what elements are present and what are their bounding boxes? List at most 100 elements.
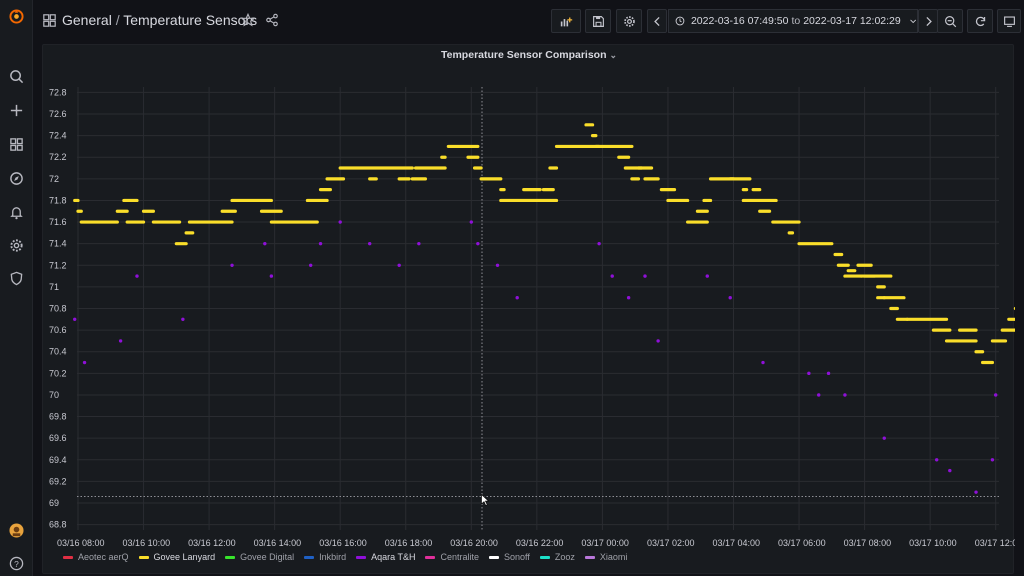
plus-icon[interactable] — [8, 102, 25, 119]
add-panel-button[interactable] — [551, 9, 581, 33]
x-tick-label: 03/16 14:00 — [254, 538, 302, 548]
y-tick-label: 69.8 — [49, 412, 67, 422]
x-tick-label: 03/17 06:00 — [778, 538, 826, 548]
zoom-out-button[interactable] — [937, 9, 963, 33]
mouse-cursor-icon — [481, 494, 489, 506]
legend-swatch — [489, 555, 500, 559]
aqara-point — [73, 317, 77, 322]
y-tick-label: 71.6 — [49, 217, 67, 227]
legend-label: Aeotec aerQ — [78, 552, 129, 562]
aqara-point — [974, 490, 978, 494]
y-tick-label: 70.4 — [49, 347, 67, 357]
legend-item[interactable]: Sonoff — [489, 552, 530, 562]
legend-item[interactable]: Aqara T&H — [356, 552, 415, 562]
aqara-point — [728, 295, 732, 300]
time-shift-forward-button[interactable] — [918, 9, 938, 33]
aqara-point — [417, 241, 421, 246]
shield-icon[interactable] — [8, 270, 25, 287]
time-shift-back-button[interactable] — [647, 9, 667, 33]
scatter-chart[interactable]: 72.8 72.6 72.4 72.2 72 71.8 71.6 71.4 71.2 71 70.8… — [43, 45, 1015, 575]
legend-item[interactable]: Xiaomi — [584, 552, 627, 562]
aqara-point — [643, 274, 647, 278]
add-panel-icon — [560, 16, 572, 26]
aqara-point — [338, 220, 342, 224]
panel-menu-chevron: ⌄ — [609, 50, 617, 60]
aqara-point — [118, 339, 123, 343]
legend-label: Centralite — [440, 552, 480, 562]
save-icon — [592, 15, 604, 27]
legend-item[interactable]: Govee Digital — [225, 552, 294, 562]
x-tick-label: 03/16 20:00 — [450, 538, 498, 548]
breadcrumb-separator: / — [111, 12, 124, 28]
star-icon[interactable] — [240, 12, 256, 27]
aqara-point — [367, 241, 372, 246]
aqara-point — [761, 360, 765, 365]
legend-item[interactable]: Govee Lanyard — [138, 552, 215, 562]
legend-swatch — [138, 555, 149, 559]
breadcrumb: General / Temperature Sensors — [62, 12, 257, 28]
aqara-point — [495, 263, 500, 267]
tv-mode-icon — [1003, 15, 1015, 27]
aqara-point — [181, 317, 185, 322]
share-icon[interactable] — [265, 13, 279, 27]
save-dashboard-button[interactable] — [585, 9, 611, 33]
panel-title[interactable]: Temperature Sensor Comparison ⌄ — [43, 49, 1015, 61]
y-tick-label: 70.8 — [49, 304, 67, 314]
x-tick-label: 03/16 08:00 — [57, 538, 105, 548]
aqara-point — [817, 393, 821, 397]
legend-label: Zooz — [554, 552, 575, 562]
explore-icon[interactable] — [8, 170, 25, 187]
aqara-point — [994, 393, 998, 397]
y-tick-label: 71 — [49, 282, 59, 292]
refresh-button[interactable] — [967, 9, 993, 33]
settings-icon[interactable] — [8, 237, 25, 254]
grafana-logo-icon[interactable] — [8, 8, 25, 25]
aqara-point — [807, 371, 811, 376]
dashboards-icon[interactable] — [8, 136, 25, 153]
aqara-point — [626, 295, 631, 300]
chart-legend: Aeotec aerQ Govee Lanyard Govee Digital Ink… — [63, 552, 637, 562]
x-tick-label: 03/17 08:00 — [844, 538, 892, 548]
sidebar: ? — [0, 0, 33, 576]
alerting-icon[interactable] — [8, 204, 25, 221]
svg-text:?: ? — [14, 559, 19, 569]
y-tick-label: 71.2 — [49, 260, 67, 270]
help-icon[interactable]: ? — [8, 555, 25, 572]
time-range-from: 2022-03-16 07:49:50 — [690, 15, 789, 27]
x-tick-label: 03/16 18:00 — [385, 538, 433, 548]
time-range-picker[interactable]: 2022-03-16 07:49:50 to 2022-03-17 12:02:… — [668, 9, 918, 33]
y-tick-label: 71.8 — [49, 195, 67, 205]
aqara-point — [948, 468, 952, 473]
aqara-point — [135, 274, 139, 278]
legend-item[interactable]: Zooz — [539, 552, 575, 562]
dashboard-title[interactable]: Temperature Sensors — [123, 12, 258, 28]
legend-item[interactable]: Inkbird — [304, 552, 346, 562]
legend-swatch — [356, 555, 367, 559]
y-tick-label: 72 — [49, 174, 59, 184]
breadcrumb-folder[interactable]: General — [62, 12, 112, 28]
legend-swatch — [425, 555, 436, 559]
aqara-point — [843, 393, 847, 397]
search-icon[interactable] — [8, 68, 25, 85]
y-tick-label: 69.4 — [49, 455, 67, 465]
clock-icon — [675, 16, 685, 26]
chevron-right-icon — [925, 16, 932, 26]
aqara-point — [935, 458, 939, 462]
x-tick-label: 03/17 04:00 — [713, 538, 761, 548]
aqara-point — [263, 241, 267, 246]
settings-gear-icon — [623, 15, 635, 27]
legend-item[interactable]: Centralite — [425, 552, 479, 562]
y-tick-label: 71.4 — [49, 239, 67, 249]
time-range-to: 2022-03-17 12:02:29 — [803, 15, 901, 27]
aqara-point — [476, 241, 480, 246]
aqara-point — [309, 263, 313, 267]
tv-mode-button[interactable] — [997, 9, 1021, 33]
dashboard-settings-button[interactable] — [616, 9, 642, 33]
legend-item[interactable]: Aeotec aerQ — [63, 552, 129, 562]
legend-swatch — [539, 555, 550, 559]
top-bar: General / Temperature Sensors 2022-03-16… — [33, 0, 1024, 42]
user-avatar-icon[interactable] — [8, 522, 25, 539]
x-tick-label: 03/16 16:00 — [319, 538, 367, 548]
legend-label: Aqara T&H — [371, 552, 416, 562]
